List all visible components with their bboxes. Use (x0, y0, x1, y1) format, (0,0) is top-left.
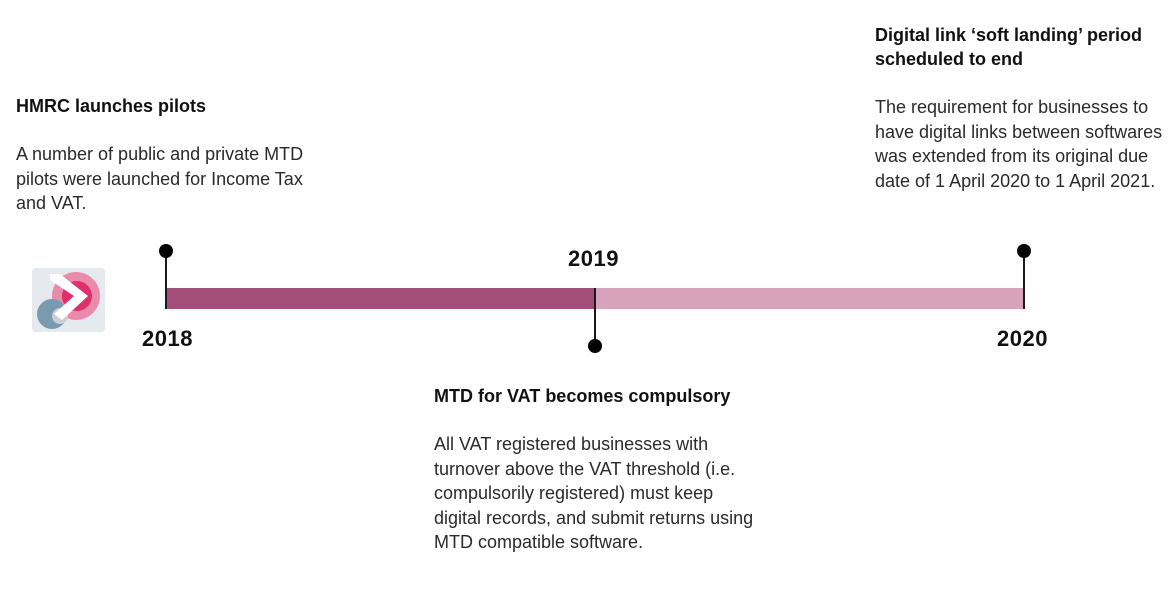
pin-dot-2020 (1017, 244, 1031, 258)
timeline-bar-2019-2020 (595, 288, 1024, 309)
pin-stem-2019 (594, 288, 596, 346)
event-mtd-vat-compulsory: MTD for VAT becomes compulsory All VAT r… (434, 384, 754, 555)
event-description: All VAT registered businesses with turno… (434, 434, 754, 552)
event-title: MTD for VAT becomes compulsory (434, 386, 731, 406)
pin-dot-2019 (588, 339, 602, 353)
event-description: A number of public and private MTD pilot… (16, 144, 304, 213)
event-title: Digital link ‘soft landing’ period sched… (875, 25, 1143, 69)
event-soft-landing: Digital link ‘soft landing’ period sched… (875, 23, 1170, 193)
pin-stem-2018 (165, 251, 167, 309)
pin-dot-2018 (159, 244, 173, 258)
year-label-2020: 2020 (997, 326, 1048, 351)
event-title: HMRC launches pilots (16, 96, 207, 116)
year-label-2018: 2018 (142, 326, 193, 351)
year-label-2019: 2019 (568, 246, 619, 271)
brand-logo-icon (37, 272, 100, 329)
event-description: The requirement for businesses to have d… (875, 97, 1163, 191)
event-hmrc-pilots: HMRC launches pilots A number of public … (16, 94, 306, 216)
brand-logo (32, 268, 105, 332)
pin-stem-2020 (1023, 251, 1025, 309)
timeline-bar-2018-2019 (166, 288, 595, 309)
